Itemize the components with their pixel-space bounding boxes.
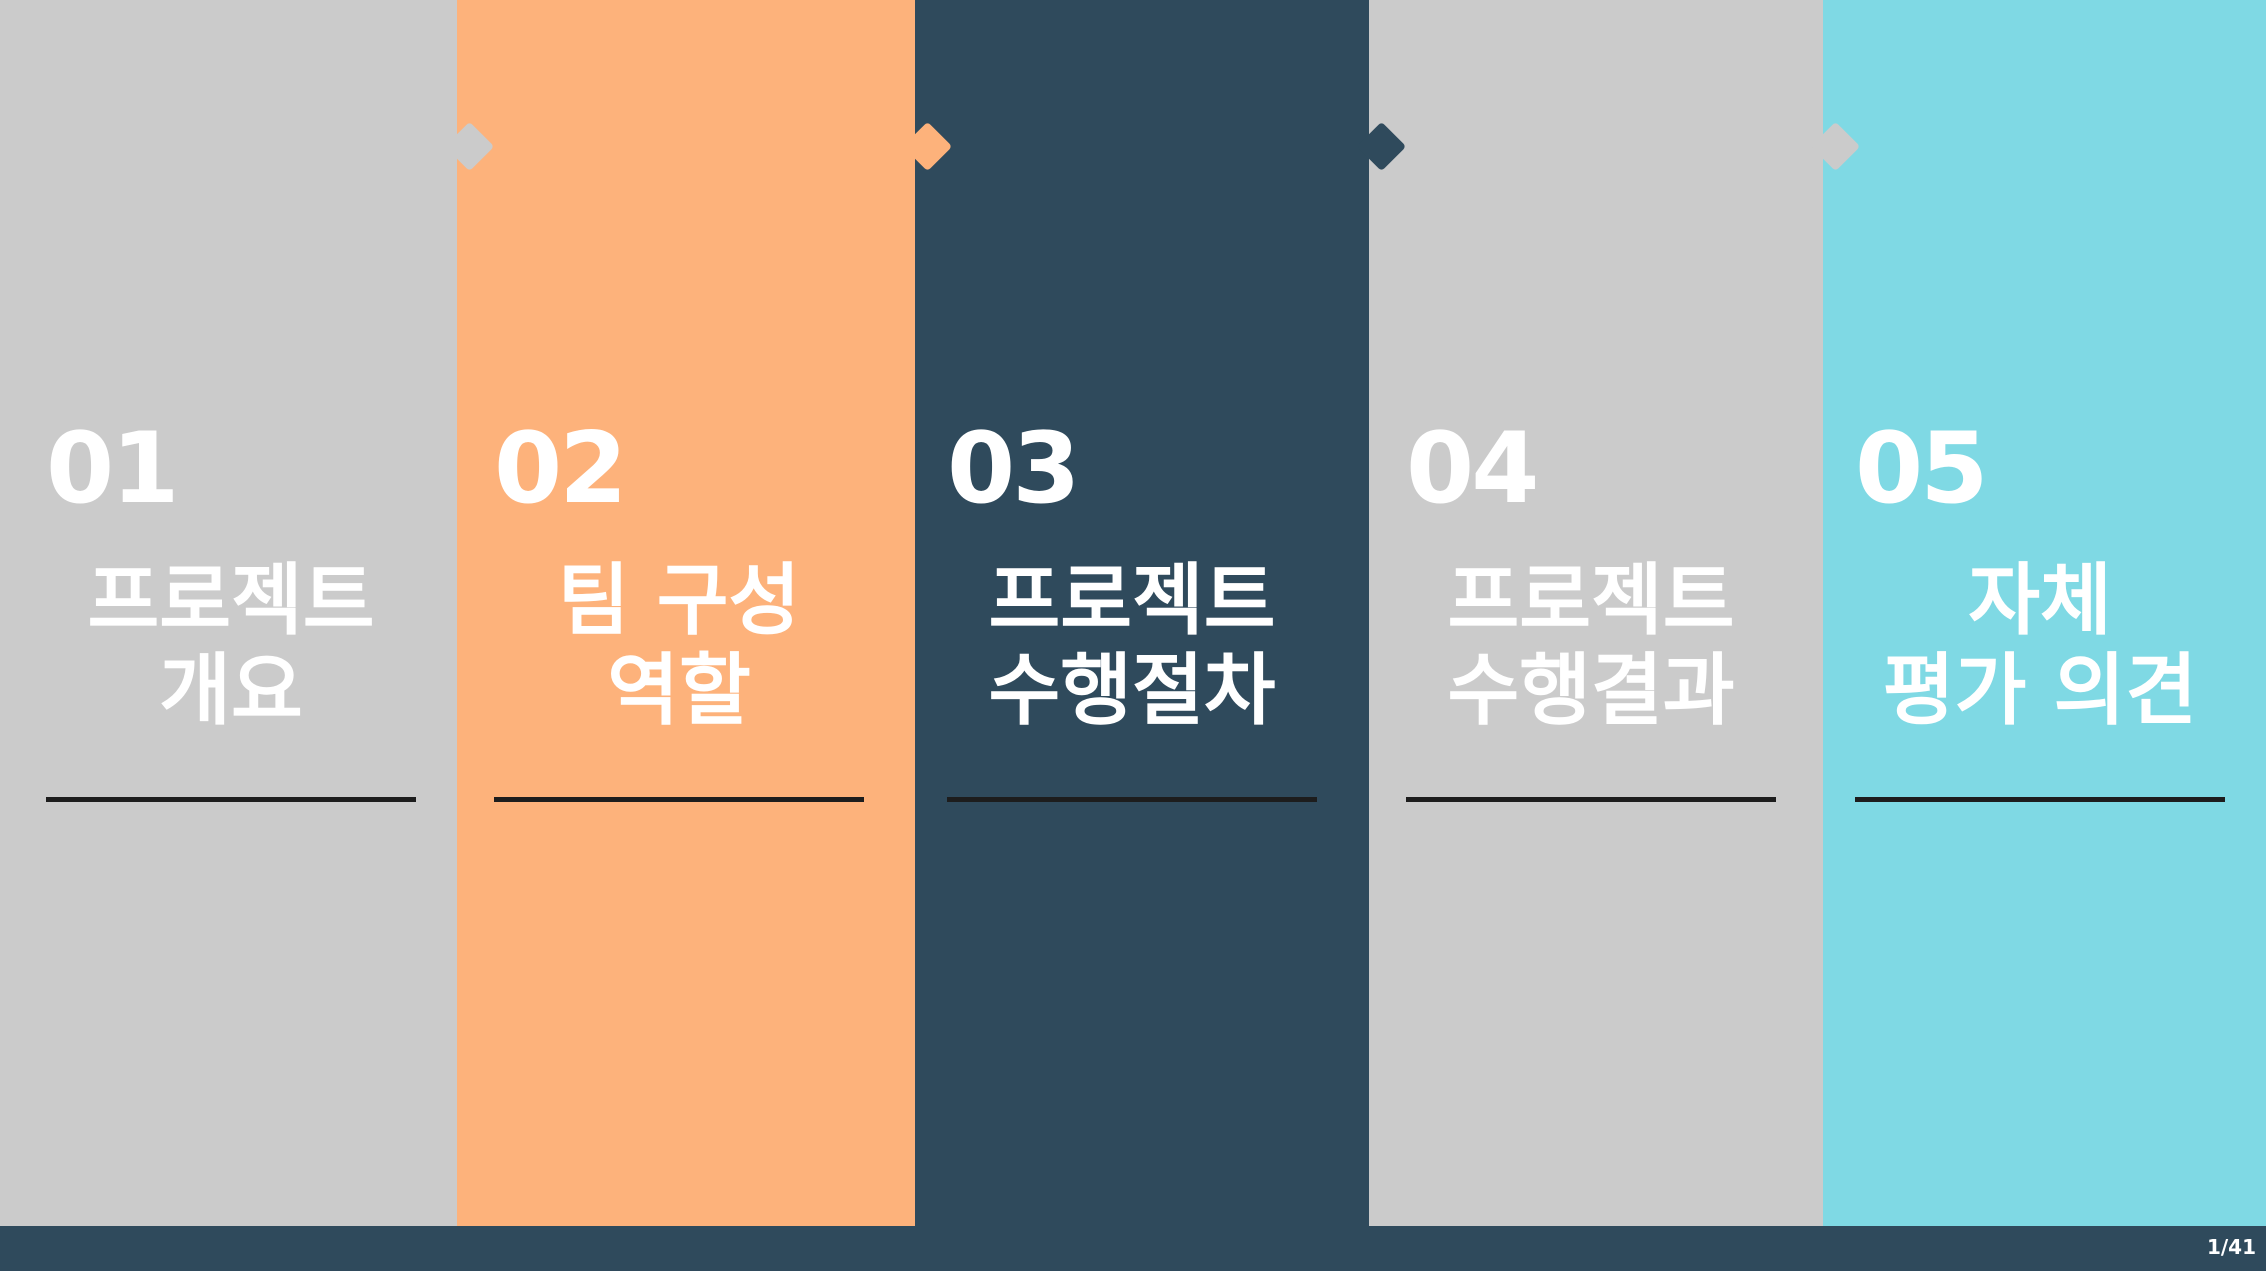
section-number-1: 01 <box>46 412 179 526</box>
section-divider-4 <box>1406 797 1776 802</box>
section-divider-5 <box>1855 797 2225 802</box>
section-divider-1 <box>46 797 416 802</box>
section-number-2: 02 <box>494 412 627 526</box>
section-panel-3[interactable]: 03 프로젝트 수행절차 <box>915 0 1369 1226</box>
page-indicator: 1/41 <box>2206 1235 2256 1259</box>
section-divider-3 <box>947 797 1317 802</box>
section-title-5: 자체 평가 의견 <box>1882 556 2198 736</box>
section-panel-1[interactable]: 01 프로젝트 개요 <box>0 0 457 1226</box>
section-title-3: 프로젝트 수행절차 <box>988 556 1276 736</box>
section-number-5: 05 <box>1855 412 1988 526</box>
section-divider-2 <box>494 797 864 802</box>
section-title-4: 프로젝트 수행결과 <box>1447 556 1735 736</box>
section-panel-2[interactable]: 02 팀 구성 역할 <box>457 0 915 1226</box>
section-number-3: 03 <box>947 412 1080 526</box>
footer-bar <box>0 1226 2266 1271</box>
section-number-4: 04 <box>1406 412 1539 526</box>
section-panel-5[interactable]: 05 자체 평가 의견 <box>1823 0 2266 1226</box>
section-title-2: 팀 구성 역할 <box>557 556 801 736</box>
section-title-1: 프로젝트 개요 <box>87 556 375 736</box>
section-panel-4[interactable]: 04 프로젝트 수행결과 <box>1369 0 1823 1226</box>
